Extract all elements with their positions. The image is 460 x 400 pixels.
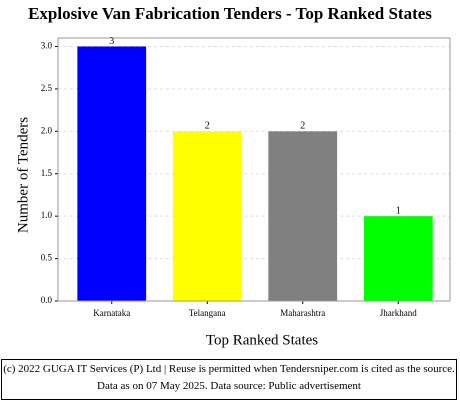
y-tick-label: 0.0 [41, 295, 53, 305]
y-tick-label: 2.5 [41, 83, 53, 93]
bar [77, 46, 147, 301]
chart: Explosive Van Fabrication Tenders - Top … [15, 4, 451, 348]
data-label: 3 [109, 36, 114, 47]
y-tick-label: 3.0 [41, 41, 53, 51]
x-tick-label: Telangana [189, 308, 226, 318]
plot-frame [57, 37, 451, 302]
chart-title: Explosive Van Fabrication Tenders - Top … [28, 4, 432, 23]
x-axis-label: Top Ranked States [206, 332, 318, 348]
y-tick-label: 0.5 [41, 253, 53, 263]
y-tick-label: 1.0 [41, 210, 53, 220]
y-axis-label: Number of Tenders [15, 117, 31, 233]
x-tick-label: Maharashtra [280, 308, 325, 318]
data-label: 2 [300, 121, 305, 132]
x-tick-label: Karnataka [93, 308, 130, 318]
bar [268, 131, 338, 301]
bar [363, 216, 433, 301]
data-label: 2 [205, 121, 210, 132]
x-tick-label: Jharkhand [380, 308, 417, 318]
bar [172, 131, 242, 301]
footer: (c) 2022 GUGA IT Services (P) Ltd | Reus… [1, 359, 457, 400]
data-label: 1 [396, 205, 401, 216]
y-tick-label: 1.5 [41, 168, 53, 178]
y-tick-label: 2.0 [41, 125, 53, 135]
